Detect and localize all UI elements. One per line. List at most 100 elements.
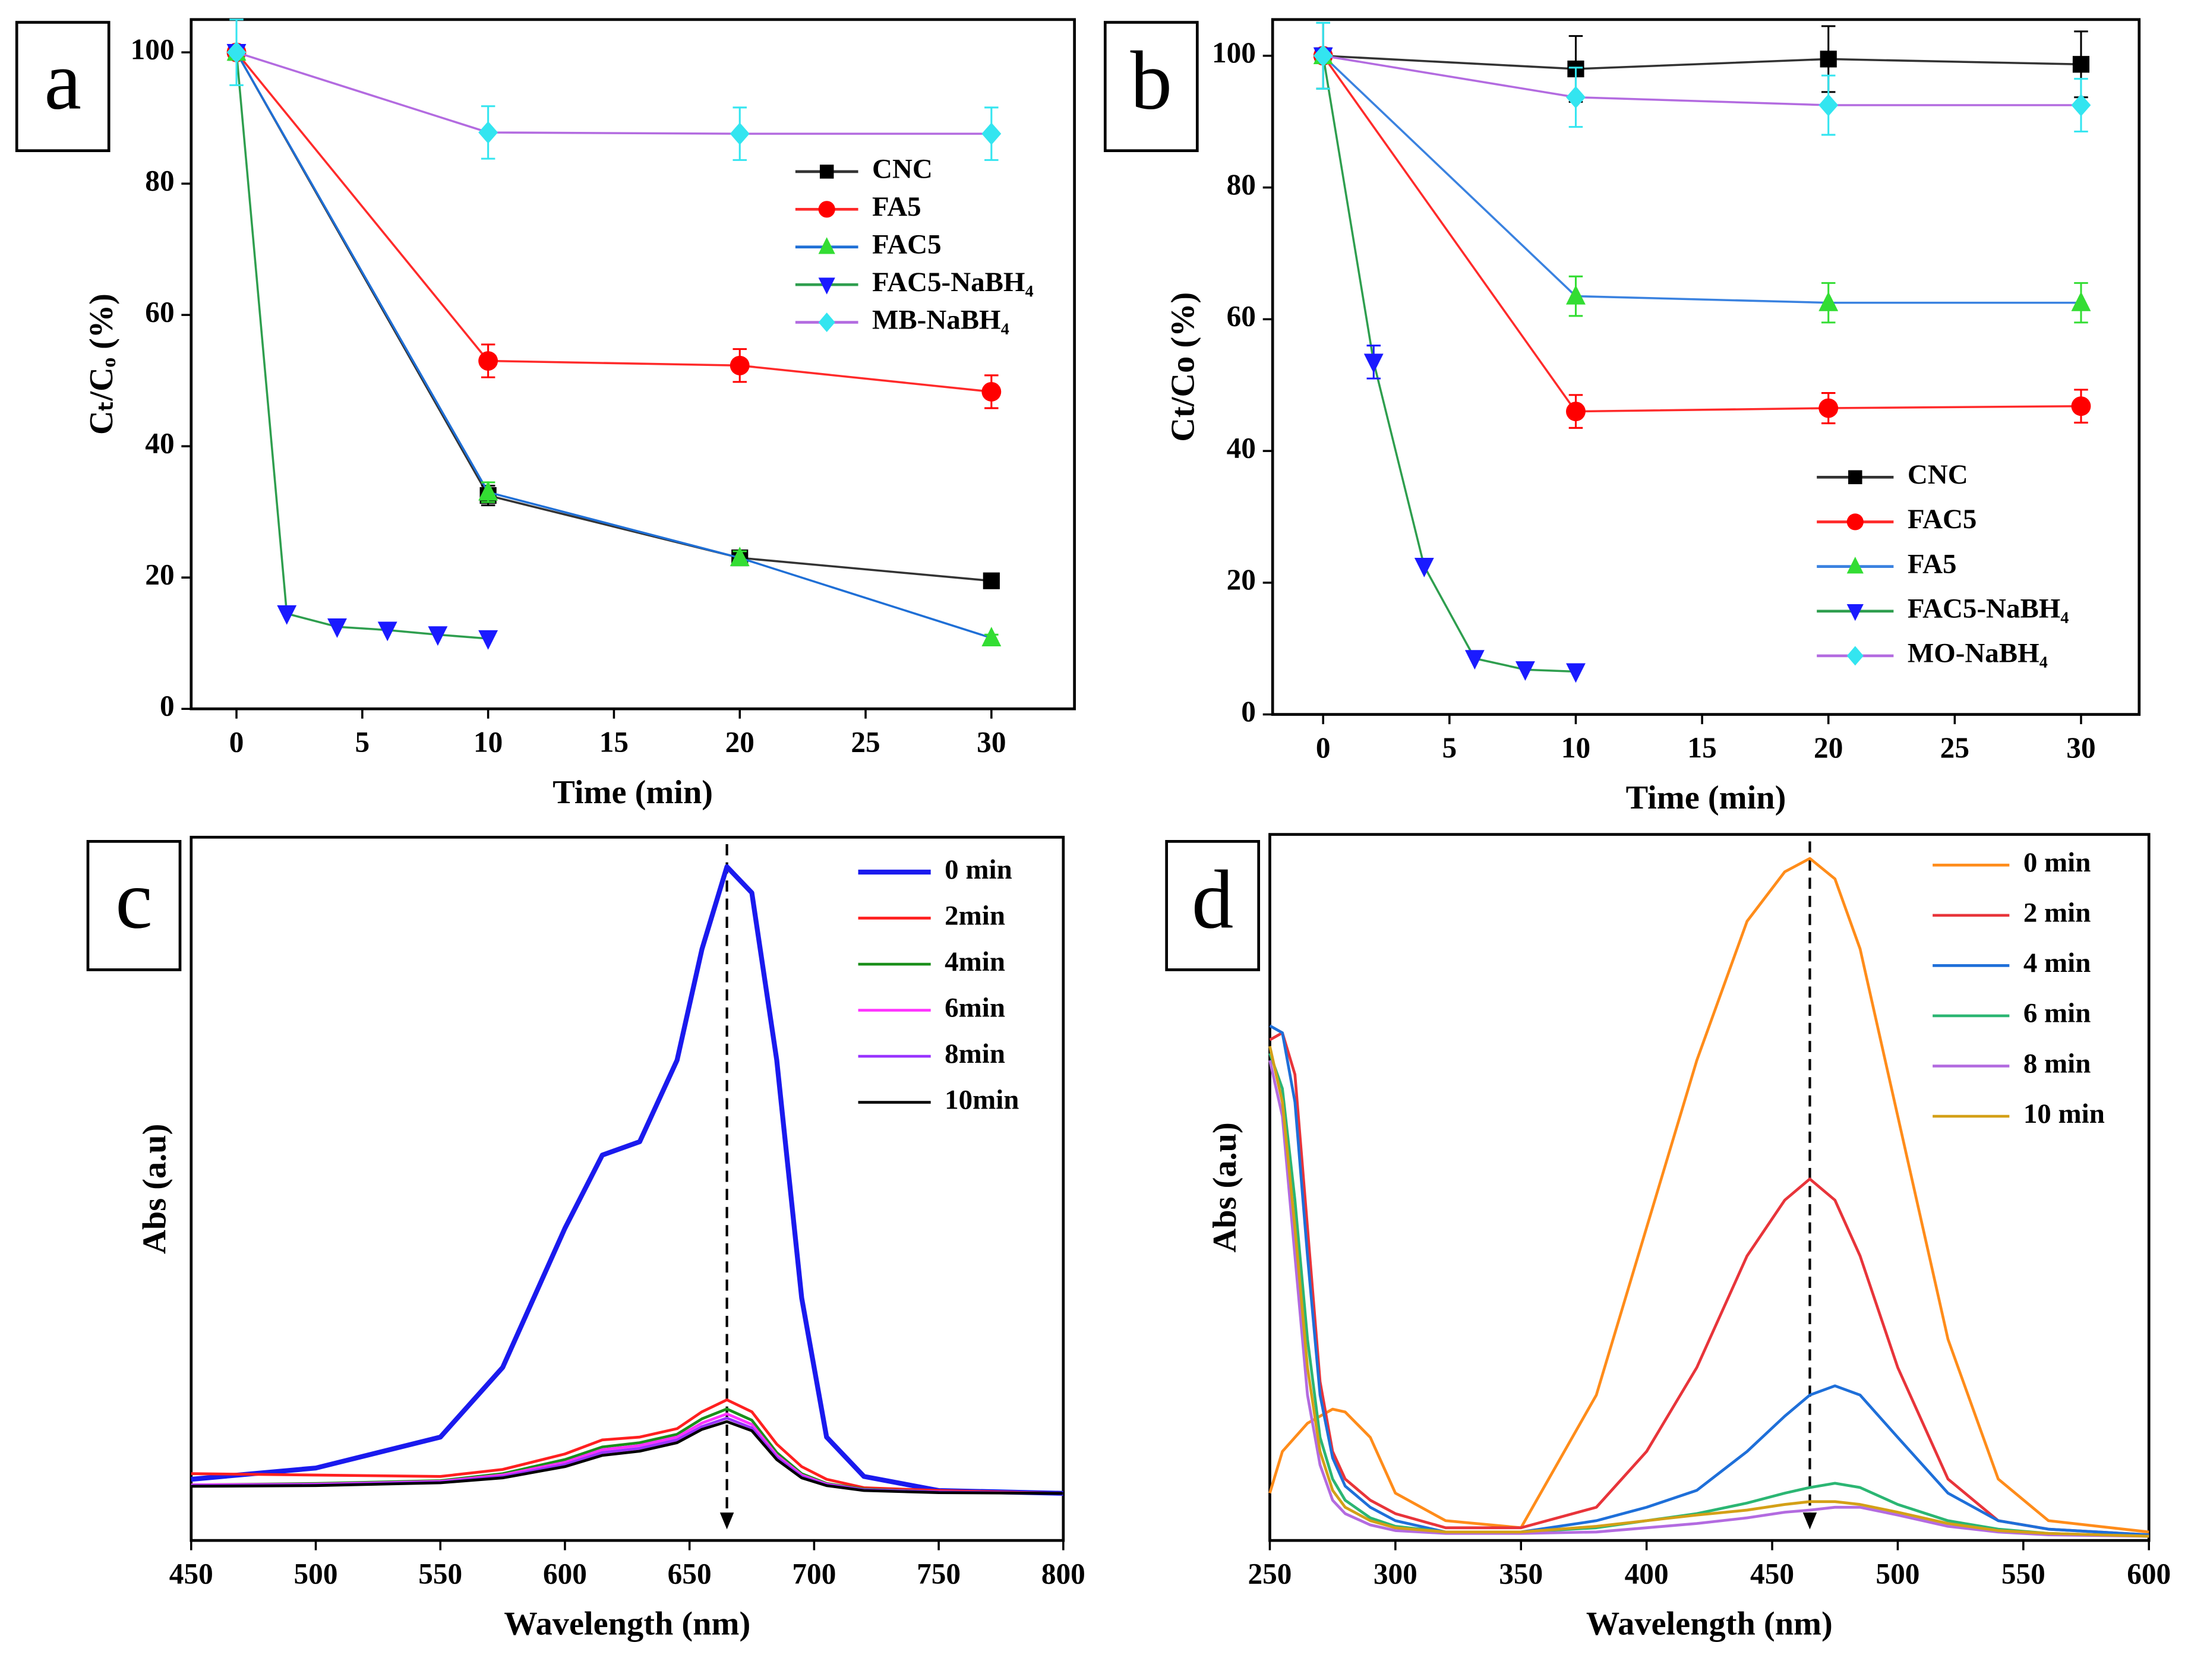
legend-label: 8 min	[2023, 1048, 2091, 1079]
marker	[983, 572, 1000, 589]
x-axis-label: Time (min)	[1626, 779, 1786, 816]
x-tick-label: 650	[668, 1557, 712, 1590]
panel: 250 300 350 400 450 500 550 600 Wavelength (nm) A…	[1165, 833, 2171, 1643]
panel: 450 500 550 600 650 700 750 800 Wavelength (nm) A…	[86, 835, 1085, 1643]
x-tick-label: 30	[2066, 731, 2095, 764]
marker	[1846, 557, 1864, 574]
plot-frame	[190, 835, 1065, 1542]
legend-label: 10min	[945, 1084, 1019, 1115]
marker	[1566, 86, 1586, 109]
marker	[1464, 650, 1485, 670]
series-line	[191, 1407, 1063, 1495]
x-tick-label: 20	[725, 726, 754, 759]
y-tick-label: 60	[1227, 300, 1256, 333]
marker	[1846, 604, 1864, 621]
legend-label: FA5	[1908, 548, 1957, 579]
x-tick-label: 450	[169, 1557, 213, 1590]
marker	[1566, 663, 1586, 683]
marker	[2072, 56, 2090, 73]
legend-label: FAC5-NaBH₄	[872, 267, 1034, 298]
y-tick-label: 100	[1212, 36, 1256, 69]
marker	[226, 41, 247, 64]
marker	[981, 627, 1002, 646]
panel-label: b	[1131, 34, 1172, 127]
series-line	[191, 1398, 1063, 1495]
y-axis-label: Cₜ/Cₒ (%)	[83, 293, 120, 435]
series-line	[191, 864, 1063, 1496]
marker	[818, 201, 835, 218]
plot-frame	[1271, 18, 2141, 716]
x-tick-label: 30	[977, 726, 1006, 759]
x-axis-label: Wavelength (nm)	[1586, 1606, 1833, 1643]
marker	[818, 312, 835, 333]
legend-label: 2min	[945, 900, 1005, 931]
panel-label: c	[115, 853, 153, 946]
panel-label-box	[15, 21, 110, 153]
series-line	[235, 52, 992, 639]
x-tick-label: 15	[1687, 731, 1716, 764]
marker	[1846, 513, 1864, 530]
x-tick-label: 350	[1499, 1557, 1543, 1590]
panel-label: a	[44, 34, 81, 127]
marker	[1818, 398, 1839, 418]
marker	[730, 355, 750, 375]
x-tick-label: 0	[229, 726, 244, 759]
series-line	[1322, 55, 2081, 304]
y-tick-label: 40	[1227, 431, 1256, 464]
plot-frame	[190, 18, 1076, 710]
legend-label: MB-NaBH₄	[872, 304, 1009, 335]
marker	[1363, 353, 1384, 374]
y-tick-label: 20	[145, 558, 174, 591]
marker	[428, 626, 448, 646]
marker	[730, 547, 750, 567]
y-tick-label: 20	[1227, 563, 1256, 596]
series-line	[1269, 1031, 2149, 1536]
x-tick-label: 5	[355, 726, 370, 759]
x-tick-label: 10	[1561, 731, 1590, 764]
x-axis-label: Wavelength (nm)	[504, 1606, 750, 1643]
x-tick-label: 500	[1876, 1557, 1919, 1590]
marker	[818, 277, 835, 295]
marker	[478, 630, 498, 650]
x-tick-label: 25	[1940, 731, 1969, 764]
x-tick-label: 5	[1442, 731, 1457, 764]
legend-label: MO-NaBH₄	[1908, 638, 2048, 669]
marker	[1414, 558, 1434, 577]
series-line	[235, 52, 488, 640]
marker	[377, 621, 397, 642]
x-tick-label: 400	[1625, 1557, 1669, 1590]
legend-label: 4min	[945, 946, 1005, 977]
series-line	[1323, 55, 2082, 70]
legend-label: 10 min	[2023, 1098, 2105, 1129]
legend-label: FAC5	[1908, 504, 1977, 535]
x-tick-label: 20	[1814, 731, 1843, 764]
arrow-head	[719, 1512, 734, 1530]
marker	[981, 382, 1002, 402]
legend-label: FA5	[872, 191, 921, 222]
plot-frame	[1268, 833, 2151, 1542]
x-tick-label: 550	[2001, 1557, 2045, 1590]
legend-label: 4 min	[2023, 948, 2091, 978]
legend-label: CNC	[1908, 459, 1968, 490]
legend-label: 8min	[945, 1038, 1005, 1069]
marker	[1818, 291, 1839, 311]
legend-label: 0 min	[2023, 847, 2091, 878]
panel: 0 5 10 15 20 25 30 0 20 40 60 80 100 Time (min) Cₜ/Cₒ …	[15, 18, 1076, 811]
panel-label-box	[86, 840, 182, 971]
series-line	[1269, 1024, 2149, 1536]
y-axis-label: Abs (a.u)	[136, 1124, 173, 1254]
x-tick-label: 0	[1316, 731, 1331, 764]
y-axis-label: Ct/Co (%)	[1164, 292, 1201, 442]
marker	[1313, 45, 1333, 67]
legend-label: FAC5-NaBH₄	[1908, 593, 2069, 624]
legend-label: 6 min	[2023, 998, 2091, 1029]
x-tick-label: 600	[2127, 1557, 2171, 1590]
x-axis-label: Time (min)	[552, 774, 713, 811]
series-line	[1268, 1053, 2149, 1538]
marker	[1846, 646, 1864, 666]
series-line	[1268, 1060, 2149, 1538]
x-tick-label: 700	[792, 1557, 836, 1590]
panel: 0 5 10 15 20 25 30 0 20 40 60 80 100 Time (min) Ct/Co …	[1103, 18, 2141, 816]
y-axis-label: Abs (a.u)	[1207, 1122, 1243, 1252]
